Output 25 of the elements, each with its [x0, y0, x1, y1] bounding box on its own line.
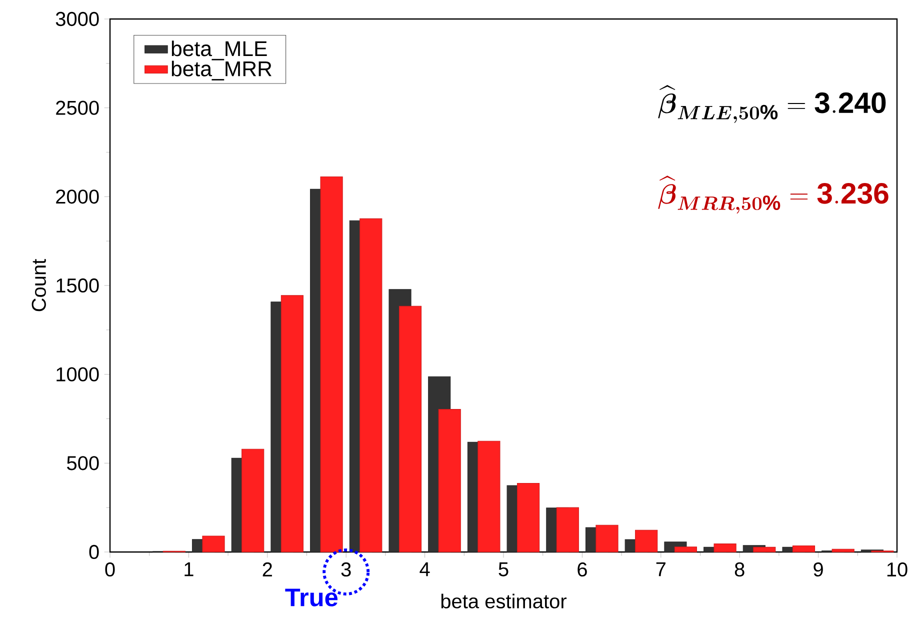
y-tick-label: 2500 — [56, 100, 99, 115]
y-tick-label: 1000 — [56, 367, 99, 382]
y-tick-label: 0 — [89, 544, 99, 560]
annotation: $\widehat{\boldsymbol{\beta}}_{\boldsymbol{MLE,50\%}}=\mathbf{3.240}$ — [658, 84, 886, 123]
x-tick-label: 6 — [578, 562, 587, 577]
y-tick-label: 3000 — [56, 12, 99, 26]
x-tick-label: 10 — [887, 562, 908, 577]
legend-label: beta_MRR — [172, 60, 272, 80]
legend-label: beta_MLE — [172, 40, 267, 60]
x-axis-title: beta estimator — [441, 594, 566, 608]
y-tick-label: 1500 — [56, 278, 99, 293]
x-tick-label: 2 — [262, 562, 272, 576]
y-axis-title: Count — [32, 258, 46, 312]
annotation: $\widehat{\boldsymbol{\beta}}_{\boldsymbol{MRR,50\%}}=\mathbf{3.236}$ — [658, 176, 888, 214]
x-tick-label: 7 — [656, 562, 666, 576]
x-tick-label: 9 — [814, 562, 823, 577]
x-tick-label: 0 — [105, 562, 115, 577]
x-tick-label: 8 — [734, 562, 744, 577]
x-tick-label: 5 — [498, 562, 508, 576]
x-tick-label: 4 — [420, 562, 430, 576]
y-tick-label: 2000 — [56, 190, 99, 204]
x-tick-label: 3 — [341, 562, 351, 577]
x-tick-label: 1 — [184, 562, 194, 576]
annotation: True — [285, 588, 338, 606]
y-tick-label: 500 — [67, 456, 99, 470]
